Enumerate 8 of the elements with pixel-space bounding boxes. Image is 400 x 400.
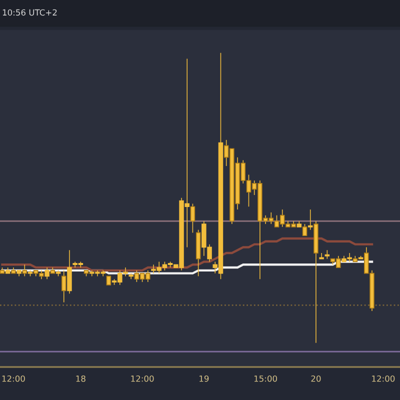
x-tick-label: 15:00	[254, 375, 277, 382]
chart-subtitle: 10:56 UTC+2	[2, 9, 57, 16]
x-tick-label: 12:00	[131, 375, 154, 382]
x-tick-label: 18	[76, 375, 86, 382]
x-tick-label: 20	[311, 375, 321, 382]
x-tick-label: 19	[200, 375, 209, 382]
x-tick-label: 12:00	[2, 375, 25, 382]
x-tick-label: 12:00	[372, 375, 395, 382]
